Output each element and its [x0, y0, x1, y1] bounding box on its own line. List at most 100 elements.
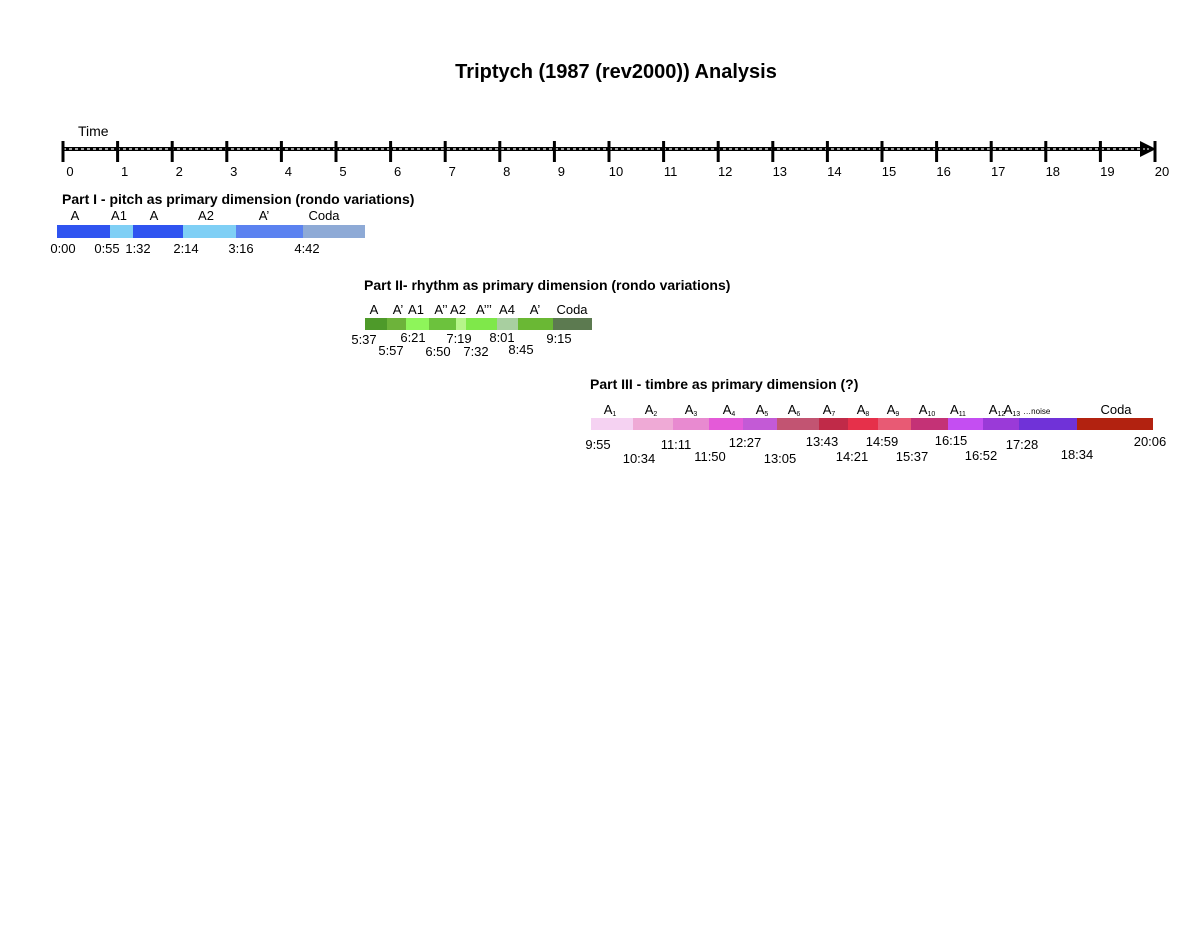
section-label-subscript: 1	[612, 411, 616, 418]
section-time-label: 11:11	[661, 437, 692, 452]
section-label-text: A2	[198, 208, 214, 223]
section-label-subscript: 4	[731, 411, 735, 418]
section-label: A’	[393, 302, 404, 317]
section-label-text: A	[887, 402, 896, 417]
axis-ticks: 0 1 2 3 4 5 6 7 8 9 10 11 12 13 14 15 16 17 18 19 20	[61, 141, 1169, 179]
section-label: A	[370, 302, 379, 317]
section-label-text: A1	[111, 208, 127, 223]
axis-tick-label: 13	[773, 164, 787, 179]
section-label-text: A	[1004, 402, 1013, 417]
section-time-label: 8:01	[489, 330, 514, 345]
axis-tick-label: 16	[936, 164, 950, 179]
section-label-text: A	[604, 402, 613, 417]
section-time-label: 0:55	[94, 241, 119, 256]
section-label: A8	[857, 402, 870, 418]
section-segment	[497, 318, 518, 330]
section-label: A2	[198, 208, 214, 223]
section-label: A9	[887, 402, 900, 418]
section-segment	[819, 418, 848, 430]
section-time-label: 5:57	[378, 343, 403, 358]
section-segment	[911, 418, 948, 430]
axis-tick-label: 7	[449, 164, 456, 179]
section-segment	[456, 318, 466, 330]
section-label-note: …noise	[1023, 407, 1051, 416]
section-label-text: A’	[259, 208, 270, 223]
section-label: A1	[408, 302, 424, 317]
section-label: A1	[111, 208, 127, 223]
section-label: A3	[685, 402, 698, 418]
section-segment	[406, 318, 429, 330]
section-label-text: A2	[450, 302, 466, 317]
section-label-subscript: 9	[895, 411, 899, 418]
section-time-label: 18:34	[1061, 447, 1094, 462]
section-segment	[709, 418, 743, 430]
section-time-label: 8:45	[508, 342, 533, 357]
section-label: A2	[450, 302, 466, 317]
part-2-time-labels: 5:375:576:216:507:197:328:018:45 9:15	[351, 330, 571, 359]
section-time-label: 6:21	[400, 330, 425, 345]
part-2-bar	[365, 318, 592, 330]
section-segment	[1077, 418, 1153, 430]
section-label: A	[71, 208, 80, 223]
section-time-label: 16:15	[935, 433, 968, 448]
axis-tick-label: 20	[1155, 164, 1169, 179]
section-label-text: A	[71, 208, 80, 223]
section-label-subscript: 10	[927, 411, 935, 418]
section-segment	[878, 418, 911, 430]
section-segment	[303, 225, 365, 238]
axis-tick-label: 19	[1100, 164, 1114, 179]
section-time-label: 4:42	[294, 241, 319, 256]
section-segment	[1019, 418, 1077, 430]
section-time-label: 14:21	[836, 449, 869, 464]
axis-tick-label: 11	[664, 164, 678, 179]
axis-tick-label: 17	[991, 164, 1005, 179]
section-label: A6	[788, 402, 801, 418]
section-segment	[848, 418, 878, 430]
section-time-label: 7:19	[446, 331, 471, 346]
section-segment	[673, 418, 709, 430]
section-label: Coda	[1100, 402, 1132, 417]
section-time-label: 6:50	[425, 344, 450, 359]
section-label-text: A’	[393, 302, 404, 317]
part-1: Part I - pitch as primary dimension (ron…	[50, 191, 414, 256]
axis-tick-label: 15	[882, 164, 896, 179]
section-label-text: A	[950, 402, 959, 417]
axis-tick-label: 6	[394, 164, 401, 179]
section-time-label: 20:06	[1134, 434, 1167, 449]
section-label-text: A	[823, 402, 832, 417]
part-3-bar	[591, 418, 1153, 430]
section-label-text: A1	[408, 302, 424, 317]
section-segment	[57, 225, 110, 238]
section-label: A13 …noise	[1004, 402, 1051, 418]
section-time-label: 15:37	[896, 449, 929, 464]
section-time-label: 14:59	[866, 434, 899, 449]
section-label-subscript: 2	[653, 411, 657, 418]
axis-tick-label: 12	[718, 164, 732, 179]
section-label-text: A	[150, 208, 159, 223]
axis-tick-label: 10	[609, 164, 623, 179]
section-label: Coda	[308, 208, 340, 223]
section-label: A	[150, 208, 159, 223]
axis-tick-label: 2	[176, 164, 183, 179]
section-label-text: A	[788, 402, 797, 417]
section-label-subscript: 3	[693, 411, 697, 418]
section-label: A1	[604, 402, 617, 418]
section-label: Coda	[556, 302, 588, 317]
time-axis: Time 0 1 2 3 4 5 6 7 8 9 10 11 12 13 14 15 16 17 18 19 20	[61, 123, 1169, 179]
section-segment	[983, 418, 1019, 430]
section-label: A’	[259, 208, 270, 223]
part-1-bar	[57, 225, 365, 238]
section-time-label: 1:32	[125, 241, 150, 256]
section-label: A2	[645, 402, 658, 418]
section-label: A5	[756, 402, 769, 418]
section-label: A11	[950, 402, 966, 418]
section-segment	[633, 418, 673, 430]
section-segment	[948, 418, 983, 430]
section-segment	[518, 318, 553, 330]
section-label-text: A	[685, 402, 694, 417]
time-axis-label: Time	[78, 123, 109, 139]
section-time-label: 16:52	[965, 448, 998, 463]
section-time-label: 5:37	[351, 332, 376, 347]
part-3: Part III - timbre as primary dimension (…	[585, 376, 1166, 466]
